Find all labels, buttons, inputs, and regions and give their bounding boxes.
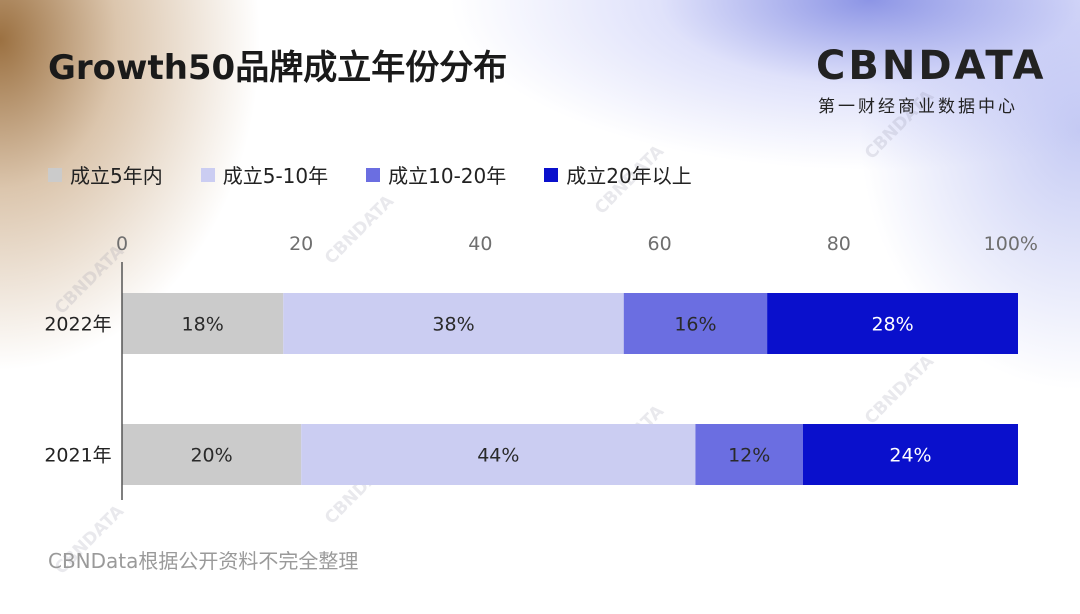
legend-swatch (544, 167, 559, 182)
legend-swatch (200, 167, 215, 182)
legend-item: 成立20年以上 (544, 160, 692, 189)
logo-subtitle: 第一财经商业数据中心 (818, 97, 1018, 117)
page-title: Growth50品牌成立年份分布 (48, 48, 508, 88)
bar-segment (623, 293, 768, 354)
x-tick-label: 80 (827, 233, 851, 255)
bar-segment (802, 424, 1018, 485)
data-label: 24% (889, 445, 931, 467)
bar-segment (283, 293, 624, 354)
cbndata-logo: CBNDATA 第一财经商业数据中心 (816, 43, 1047, 117)
data-label: 18% (182, 314, 224, 336)
x-tick-label: 0 (116, 233, 128, 255)
chart-legend: 成立5年内 成立5-10年 成立10-20年 成立20年以上 (48, 160, 730, 189)
x-tick-label: 60 (648, 233, 672, 255)
data-label: 38% (432, 314, 474, 336)
legend-swatch (48, 167, 62, 182)
legend-item: 成立5-10年 (200, 160, 329, 189)
x-tick-label: 40 (468, 233, 492, 255)
logo-wordmark: CBNDATA (816, 43, 1047, 89)
category-label: 2021年 (44, 445, 111, 467)
legend-item: 成立5年内 (48, 160, 163, 189)
legend-label: 成立10-20年 (388, 164, 507, 188)
bar-segment (695, 424, 803, 485)
data-label: 44% (477, 445, 519, 467)
legend-item: 成立10-20年 (366, 160, 506, 189)
legend-swatch (366, 167, 381, 182)
x-tick-label: 20 (289, 233, 313, 255)
data-label: 28% (871, 314, 913, 336)
x-tick-label: 100% (984, 233, 1038, 255)
legend-label: 成立5-10年 (222, 164, 329, 188)
bar-segment (301, 424, 696, 485)
bar-segment (122, 293, 284, 354)
data-label: 20% (190, 445, 232, 467)
source-note: CBNData根据公开资料不完全整理 (48, 549, 359, 573)
bar-segment (767, 293, 1018, 354)
legend-label: 成立5年内 (70, 164, 163, 188)
legend-label: 成立20年以上 (566, 164, 692, 188)
category-label: 2022年 (44, 314, 111, 336)
data-label: 16% (674, 314, 716, 336)
data-label: 12% (728, 445, 770, 467)
bar-segment (122, 424, 302, 485)
